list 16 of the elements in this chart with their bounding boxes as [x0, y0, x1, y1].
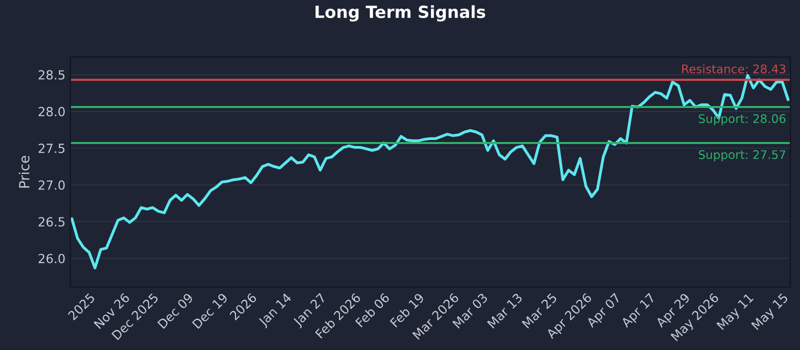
- x-tick-label: Apr 17: [620, 292, 658, 330]
- y-tick-label: 27.0: [38, 180, 65, 190]
- x-tick-label: Jan 14: [258, 292, 294, 328]
- y-tick-label: 26.0: [38, 254, 65, 264]
- y-axis-title: Price: [18, 156, 30, 188]
- y-tick-label: 28.0: [38, 106, 65, 116]
- y-tick-label: 28.5: [38, 70, 64, 80]
- x-tick-label: Dec 19: [192, 292, 228, 329]
- x-tick-label: Mar 13: [486, 292, 523, 329]
- y-tick-label: 27.5: [38, 144, 64, 154]
- ref-line-label: Support: 27.57: [698, 150, 786, 162]
- line-series: [70, 74, 790, 270]
- chart-title: Long Term Signals: [316, 5, 486, 22]
- ref-line-label: Support: 28.06: [698, 114, 786, 126]
- ref-line-label: Resistance: 28.43: [682, 64, 786, 74]
- y-tick-label: 26.5: [38, 217, 64, 227]
